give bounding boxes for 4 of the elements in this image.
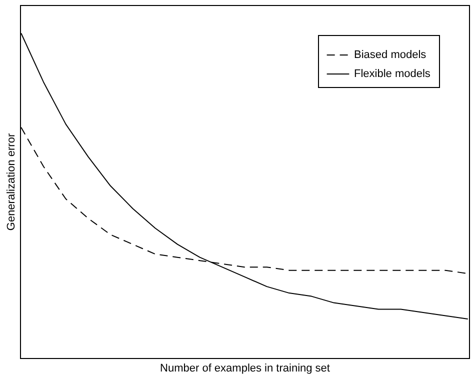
- y-axis-title: Generalization error: [6, 133, 18, 231]
- legend-label: Flexible models: [354, 68, 431, 80]
- legend-label: Biased models: [354, 49, 427, 61]
- x-axis-title: Number of examples in training set: [160, 362, 330, 374]
